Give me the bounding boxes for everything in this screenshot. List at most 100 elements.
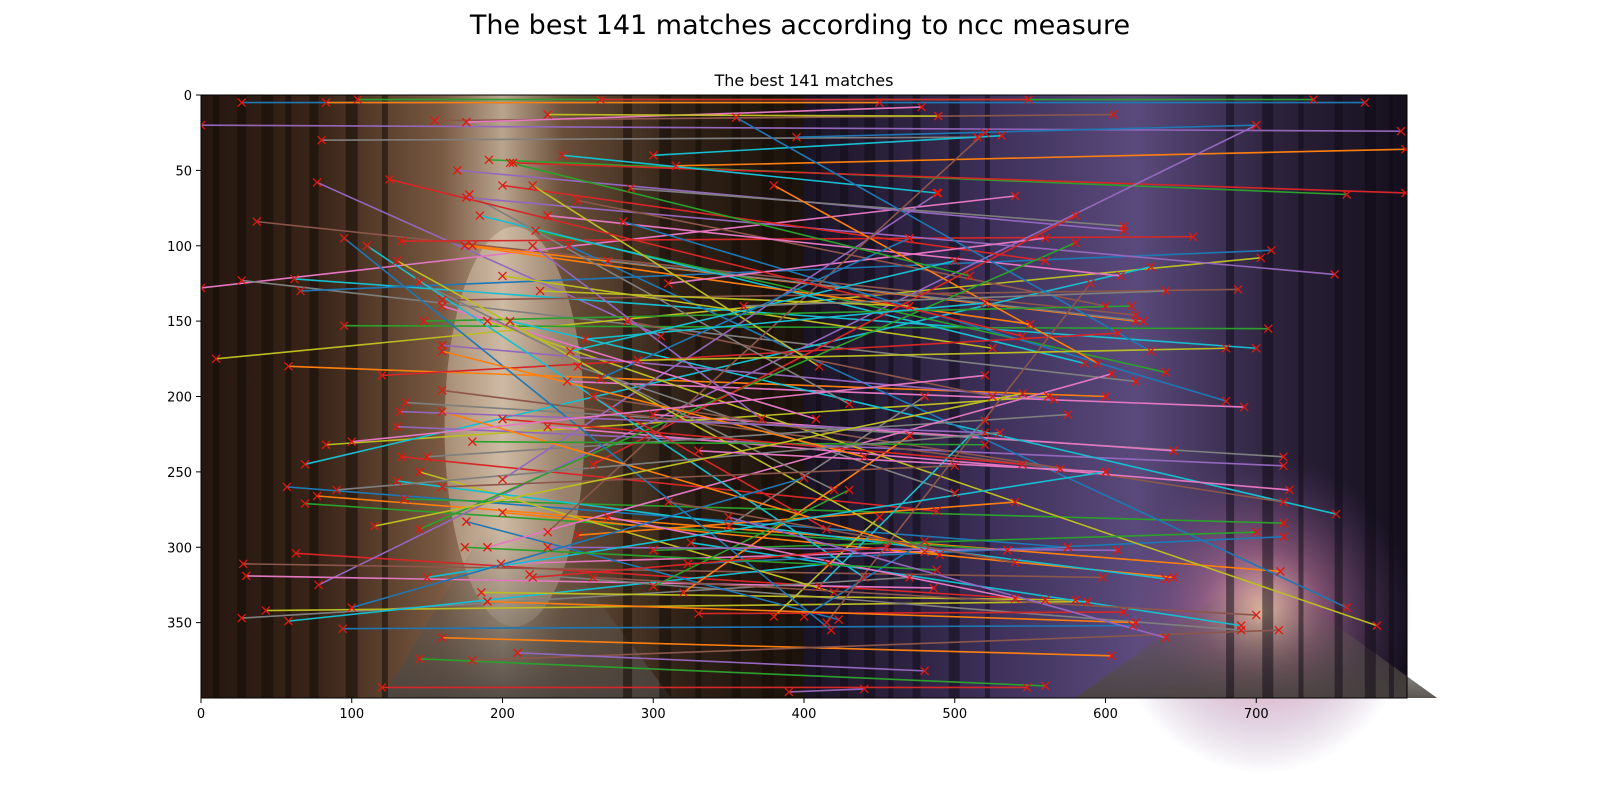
match-line [668, 237, 1046, 285]
match-line [472, 440, 985, 446]
y-tick-label: 0 [184, 89, 192, 104]
match-line [401, 235, 1193, 243]
keypoint-marker [211, 354, 221, 364]
match-line [243, 563, 1103, 579]
keypoint-marker [724, 521, 734, 531]
keypoint-marker [1251, 610, 1261, 620]
keypoint-marker [799, 473, 809, 483]
keypoint-marker [1161, 367, 1171, 377]
keypoint-marker [917, 102, 927, 112]
keypoint-marker [1079, 358, 1089, 368]
keypoint-marker [201, 283, 206, 293]
keypoint-marker [980, 428, 990, 438]
keypoint-marker [1010, 594, 1020, 603]
keypoint-marker [826, 625, 836, 635]
right-tree-trunk [888, 95, 894, 698]
left-tree-trunk [213, 95, 220, 698]
y-tick-label: 100 [167, 240, 192, 255]
keypoint-marker [528, 180, 538, 190]
keypoint-marker [1113, 545, 1123, 555]
keypoint-marker [588, 572, 598, 582]
keypoint-marker [347, 437, 357, 447]
right-tree-trunk [840, 95, 849, 698]
keypoint-marker [237, 275, 247, 285]
match-line [547, 546, 1118, 552]
match-line [607, 516, 1016, 600]
keypoint-marker [347, 603, 357, 613]
match-line [577, 365, 956, 494]
match-line [399, 410, 985, 434]
match-line [464, 244, 1031, 325]
right-tree-trunk [1298, 95, 1304, 698]
match-line [487, 373, 1112, 549]
match-line [502, 418, 1023, 466]
x-tick-label: 100 [339, 707, 364, 722]
x-tick-label: 200 [490, 707, 515, 722]
keypoint-marker [535, 286, 545, 296]
keypoint-marker [1131, 618, 1141, 628]
match-line [442, 344, 1055, 401]
keypoint-marker [384, 174, 394, 184]
keypoint-marker [467, 437, 477, 447]
keypoint-marker [565, 346, 575, 356]
keypoint-marker [769, 612, 779, 622]
keypoint-marker [437, 482, 447, 492]
match-line [653, 531, 1257, 552]
keypoint-marker [1107, 651, 1116, 661]
keypoint-marker [395, 407, 405, 417]
keypoint-marker [933, 188, 943, 198]
keypoint-marker [422, 572, 432, 582]
match-line [796, 124, 1257, 139]
keypoint-marker [1043, 392, 1053, 401]
keypoint-marker [543, 110, 553, 120]
match-line [592, 214, 1076, 466]
match-line [468, 193, 850, 405]
keypoint-marker [496, 559, 506, 569]
match-line [547, 425, 1290, 491]
keypoint-marker [932, 565, 942, 575]
keypoint-marker [314, 580, 324, 590]
keypoint-marker [1161, 286, 1171, 296]
keypoint-marker [476, 588, 486, 597]
keypoint-marker [814, 361, 824, 371]
keypoint-marker [1119, 607, 1129, 617]
keypoint-marker [573, 530, 583, 540]
match-line [600, 237, 910, 380]
keypoint-marker [671, 161, 681, 171]
keypoint-marker [415, 467, 425, 477]
keypoint-marker [321, 440, 331, 450]
keypoint-marker [603, 512, 613, 522]
match-line [215, 257, 1261, 360]
keypoint-marker [663, 497, 673, 507]
right-road [1075, 589, 1438, 698]
keypoint-marker [353, 95, 363, 104]
keypoint-marker [482, 597, 492, 606]
match-line [396, 480, 1166, 580]
keypoint-marker [1107, 369, 1116, 379]
keypoint-marker [415, 277, 425, 287]
keypoint-marker [1221, 396, 1231, 406]
match-line [318, 124, 1257, 586]
match-line [424, 305, 1132, 322]
keypoint-marker [980, 440, 990, 450]
keypoint-marker [467, 655, 477, 665]
keypoint-marker [201, 120, 206, 130]
keypoint-marker [505, 158, 515, 168]
axis-ticks: 0 100 200 300 400 500 600 700 0 50 100 150 200 250 300… [167, 89, 1268, 722]
match-line [343, 237, 832, 631]
x-tick-label: 400 [792, 707, 817, 722]
match-line [404, 498, 1284, 524]
keypoint-marker [724, 512, 734, 522]
keypoint-marker [261, 606, 271, 616]
keypoint-marker [580, 334, 590, 344]
y-tick-label: 150 [167, 315, 192, 330]
keypoint-marker [1168, 446, 1178, 456]
keypoint-marker [397, 452, 406, 462]
keypoint-marker [823, 559, 833, 569]
keypoint-marker [528, 572, 538, 582]
keypoint-marker [573, 196, 583, 205]
match-line [517, 651, 925, 672]
keypoint-marker [1010, 497, 1020, 507]
keypoint-marker [678, 588, 688, 597]
keypoint-marker [1108, 110, 1118, 120]
